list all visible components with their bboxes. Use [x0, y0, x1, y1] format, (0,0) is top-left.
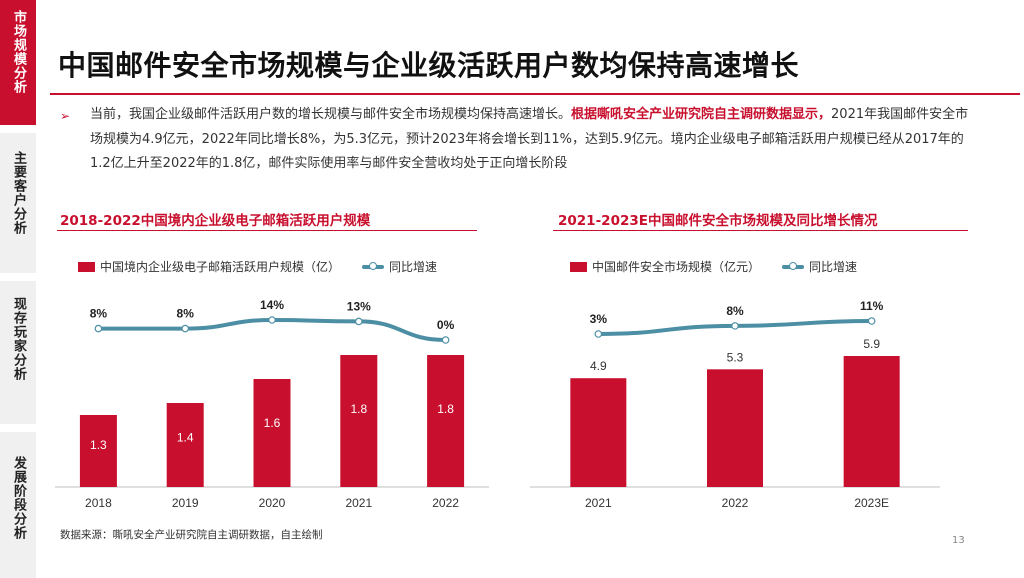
- x-tick-label: 2021: [585, 496, 612, 510]
- x-tick-label: 2022: [722, 496, 749, 510]
- x-tick-label: 2019: [172, 496, 199, 510]
- bar: [79, 415, 117, 487]
- growth-label: 0%: [437, 318, 455, 332]
- growth-label: 8%: [177, 307, 195, 321]
- chart2-title-rule: [553, 230, 968, 231]
- tab-existing-players[interactable]: 现存玩家分析: [0, 281, 36, 424]
- data-source-note: 数据来源：嘶吼安全产业研究院自主调研数据，自主绘制: [60, 529, 323, 541]
- growth-point: [354, 317, 363, 326]
- bar: [340, 355, 378, 487]
- x-tick-label: 2021: [345, 496, 372, 510]
- legend-line-label: 同比增速: [809, 260, 858, 274]
- x-tick-label: 2018: [85, 496, 112, 510]
- tab-market-size[interactable]: 市场规模分析: [0, 0, 36, 125]
- bar: [427, 355, 465, 487]
- bar: [570, 378, 627, 487]
- legend-bar-label: 中国境内企业级电子邮箱活跃用户规模（亿）: [100, 260, 341, 274]
- growth-label: 3%: [590, 312, 608, 326]
- summary-paragraph: 当前，我国企业级邮件活跃用户数的增长规模与邮件安全市场规模均保持高速增长。根据嘶…: [90, 103, 975, 177]
- summary-text-2: 2021年我国邮件安全市场规模为4.9亿元，2022年同比增长8%，为5.3亿元…: [90, 107, 969, 171]
- legend-line-swatch: [362, 262, 385, 270]
- legend-bar-label: 中国邮件安全市场规模（亿元）: [592, 260, 761, 274]
- bar: [166, 403, 204, 487]
- bullet-arrow-icon: ➢: [60, 109, 71, 123]
- growth-label: 11%: [860, 299, 884, 313]
- growth-point: [268, 316, 276, 324]
- legend-line-label: 同比增速: [389, 260, 438, 274]
- x-tick-label: 2020: [259, 496, 286, 510]
- chart1-title-rule: [57, 230, 477, 231]
- summary-text-1: 当前，我国企业级邮件活跃用户数的增长规模与邮件安全市场规模均保持高速增长。: [90, 107, 572, 122]
- bar: [253, 379, 291, 487]
- page-number: 13: [952, 535, 965, 546]
- chart2-legend: 中国邮件安全市场规模（亿元） 同比增速: [570, 258, 857, 275]
- chart2-title: 2021-2023E中国邮件安全市场规模及同比增长情况: [558, 213, 878, 229]
- tab-key-customers[interactable]: 主要客户分析: [0, 133, 36, 273]
- bar-value-label: 1.8: [350, 402, 367, 416]
- chart2-svg: 4.9 2021 5.3 2022 5.9 2023E 3% 8% 11%: [530, 299, 940, 510]
- page-title: 中国邮件安全市场规模与企业级活跃用户数均保持高速增长: [58, 49, 800, 82]
- bar-value-label: 5.9: [863, 337, 880, 351]
- legend-bar-swatch: [78, 261, 95, 272]
- growth-point: [867, 317, 876, 325]
- chart1-title: 2018-2022中国境内企业级电子邮箱活跃用户规模: [60, 213, 371, 229]
- growth-label: 8%: [726, 304, 744, 318]
- bar-value-label: 1.8: [437, 402, 454, 416]
- growth-label: 14%: [260, 298, 284, 312]
- growth-point: [594, 330, 603, 338]
- growth-label: 13%: [347, 299, 371, 313]
- legend-bar-swatch: [570, 261, 587, 272]
- legend-line-swatch: [782, 262, 805, 270]
- summary-highlight: 根据嘶吼安全产业研究院自主调研数据显示，: [571, 107, 832, 122]
- growth-point: [94, 324, 103, 333]
- tab-development-stage[interactable]: 发展阶段分析: [0, 432, 36, 578]
- bar-value-label: 5.3: [727, 350, 744, 364]
- chart1-legend: 中国境内企业级电子邮箱活跃用户规模（亿） 同比增速: [78, 258, 437, 275]
- bar-value-label: 1.4: [177, 431, 194, 445]
- growth-point: [731, 322, 739, 330]
- growth-label: 8%: [90, 307, 108, 321]
- title-underline: [50, 93, 1020, 95]
- bar-value-label: 4.9: [590, 359, 607, 373]
- growth-point: [441, 336, 450, 344]
- bar-value-label: 1.6: [264, 416, 281, 430]
- chart1-svg: 1.3 2018 1.4 2019 1.6 2020 1.8 2021 1.8 2022 8% 8% 1…: [55, 298, 489, 510]
- bar: [843, 356, 900, 487]
- x-tick-label: 2023E: [854, 496, 889, 510]
- bar: [707, 369, 763, 487]
- x-tick-label: 2022: [432, 496, 459, 510]
- sidebar-nav: 市场规模分析 主要客户分析 现存玩家分析 发展阶段分析: [0, 0, 36, 578]
- bar-value-label: 1.3: [90, 438, 107, 452]
- growth-point: [181, 324, 190, 333]
